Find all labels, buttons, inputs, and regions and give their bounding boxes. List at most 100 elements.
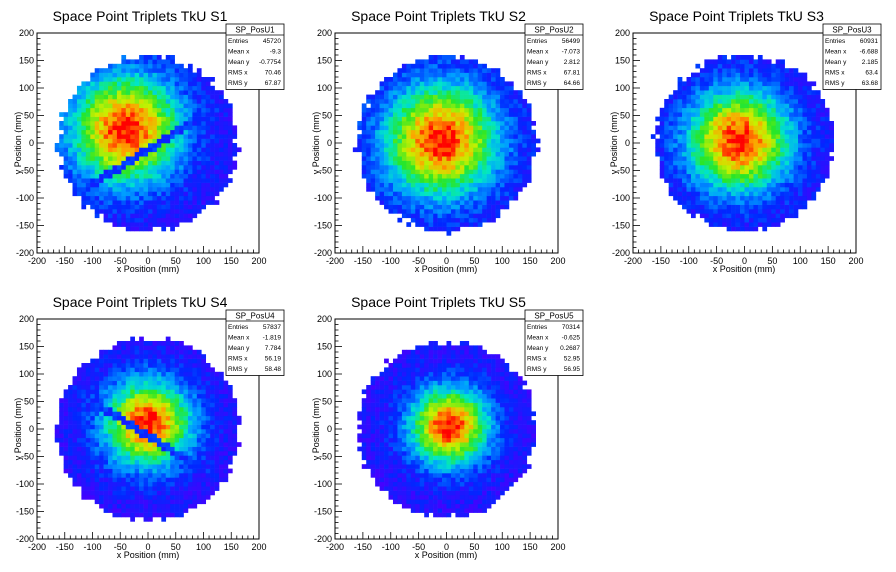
heatmap-cell (664, 134, 669, 139)
heatmap-cell (757, 143, 763, 148)
heatmap-cell (125, 103, 131, 109)
heatmap-cell (130, 169, 135, 175)
heatmap-cell (392, 187, 398, 192)
heatmap-cell (161, 138, 167, 144)
heatmap-cell (152, 477, 158, 483)
heatmap-cell (59, 429, 64, 434)
heatmap-cell (682, 178, 687, 183)
heatmap-cell (143, 411, 149, 417)
heatmap-cell (72, 420, 78, 425)
heatmap-cell (748, 222, 754, 227)
x-axis-label: x Position (mm) (117, 264, 180, 274)
heatmap-cell (125, 495, 131, 500)
heatmap-cell (116, 191, 122, 197)
heatmap-cell (139, 63, 144, 69)
stats-row-label: Entries (527, 38, 548, 45)
heatmap-cell (526, 103, 532, 109)
heatmap-cell (798, 72, 803, 78)
heatmap-cell (116, 490, 122, 496)
heatmap-cell (112, 125, 118, 131)
heatmap-cell (134, 107, 140, 113)
heatmap-cell (165, 451, 171, 456)
heatmap-cell (68, 473, 73, 478)
heatmap-cell (744, 191, 750, 197)
heatmap-cell (753, 160, 759, 166)
heatmap-cell (366, 134, 371, 139)
heatmap-cell (366, 99, 371, 104)
heatmap-cell (201, 187, 207, 192)
heatmap-cell (495, 125, 501, 131)
heatmap-cell (130, 63, 135, 69)
heatmap-cell (139, 402, 144, 408)
heatmap-cell (673, 178, 678, 183)
heatmap-cell (108, 187, 113, 192)
heatmap-cell (477, 156, 483, 161)
heatmap-cell (473, 191, 479, 197)
heatmap-cell (68, 99, 73, 104)
heatmap-cell (384, 125, 389, 131)
heatmap-cell (384, 121, 389, 126)
heatmap-cell (68, 103, 73, 109)
heatmap-cell (491, 72, 496, 78)
heatmap-cell (517, 134, 523, 139)
heatmap-cell (762, 195, 768, 201)
heatmap-cell (437, 217, 443, 223)
heatmap-cell (789, 138, 794, 144)
heatmap-cell (419, 187, 425, 192)
heatmap-cell (740, 81, 745, 87)
heatmap-cell (437, 112, 443, 117)
heatmap-cell (103, 455, 109, 461)
heatmap-cell (116, 486, 122, 491)
heatmap-cell (419, 173, 425, 179)
heatmap-cell (161, 112, 167, 117)
heatmap-cell (731, 103, 736, 109)
heatmap-cell (76, 380, 82, 386)
heatmap-cell (134, 226, 140, 232)
heatmap-cell (775, 195, 781, 201)
heatmap-cell (491, 169, 496, 175)
heatmap-cell (517, 121, 523, 126)
heatmap-cell (771, 178, 777, 183)
heatmap-cell (428, 63, 434, 69)
heatmap-cell (731, 138, 736, 144)
heatmap-cell (85, 90, 91, 95)
heatmap-cell (504, 129, 510, 135)
heatmap-cell (677, 169, 683, 175)
heatmap-cell (384, 191, 389, 197)
heatmap-cell (99, 99, 104, 104)
heatmap-cell (59, 424, 64, 430)
heatmap-cell (459, 90, 465, 95)
stats-row-label: Mean y (228, 59, 250, 66)
heatmap-cell (708, 103, 714, 109)
heatmap-cell (473, 107, 479, 113)
heatmap-cell (134, 160, 140, 166)
heatmap-cell (156, 407, 162, 412)
heatmap-cell (442, 160, 447, 166)
heatmap-cell (722, 112, 727, 117)
heatmap-cell (410, 134, 416, 139)
heatmap-cell (780, 72, 785, 78)
heatmap-cell (130, 464, 135, 469)
heatmap-cell (85, 371, 91, 377)
heatmap-cell (495, 209, 501, 214)
heatmap-cell (99, 358, 104, 364)
heatmap-cell (437, 116, 443, 122)
heatmap-cell (397, 99, 403, 104)
heatmap-cell (214, 138, 220, 144)
heatmap-cell (713, 68, 719, 73)
heatmap-cell (726, 85, 732, 91)
heatmap-cell (459, 195, 465, 201)
heatmap-cell (789, 112, 794, 117)
heatmap-cell (468, 151, 474, 157)
heatmap-cell (486, 200, 492, 205)
stats-row-value: 70.46 (265, 70, 282, 77)
heatmap-cell (757, 204, 763, 210)
heatmap-cell (72, 455, 78, 461)
heatmap-cell (156, 437, 162, 443)
heatmap-cell (766, 81, 772, 87)
heatmap-cell (125, 107, 131, 113)
heatmap-cell (428, 200, 434, 205)
heatmap-cell (486, 151, 492, 157)
heatmap-cell (686, 85, 692, 91)
heatmap-cell (99, 209, 104, 214)
